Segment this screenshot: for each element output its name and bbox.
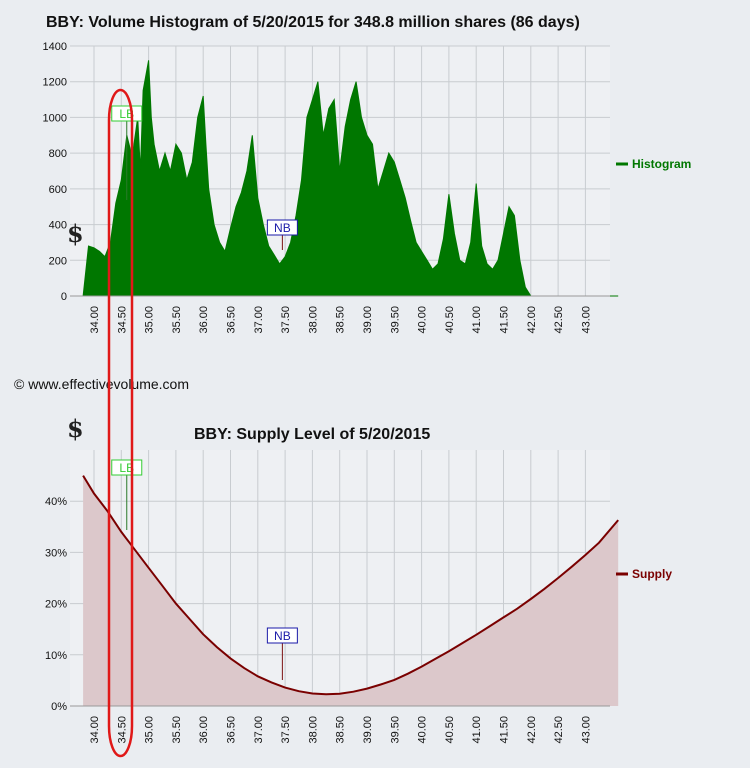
x-tick-label: 43.00 [580,306,592,334]
y-tick-label: 200 [49,255,67,267]
y-tick-label: 0% [51,701,67,713]
highlight-oval [107,88,134,758]
lb-marker-label: LB [119,461,134,475]
nb-marker-label: NB [274,629,291,643]
x-tick-label: 38.00 [307,306,319,334]
x-tick-label: 36.50 [226,716,238,744]
x-tick-label: 42.00 [526,716,538,744]
legend-label: Supply [632,567,672,581]
x-tick-label: 40.00 [417,306,429,334]
x-tick-label: 43.00 [580,716,592,744]
dollar-icon: $ [67,219,84,248]
supply-area [83,475,619,706]
x-tick-label: 34.00 [89,716,101,744]
y-tick-label: 0 [61,291,67,303]
x-tick-label: 40.50 [444,716,456,744]
x-tick-label: 36.00 [198,306,210,334]
copyright-text: © www.effectivevolume.com [14,376,190,392]
y-tick-label: 40% [45,496,67,508]
x-tick-label: 37.00 [253,306,265,334]
x-tick-label: 34.50 [116,306,128,334]
supply-title: BBY: Supply Level of 5/20/2015 [194,426,431,443]
nb-marker-label: NB [274,221,291,235]
x-tick-label: 39.00 [362,716,374,744]
x-tick-label: 36.00 [198,716,210,744]
x-tick-label: 39.50 [389,716,401,744]
x-tick-label: 37.00 [253,716,265,744]
dollar-icon: $ [67,414,84,443]
x-tick-label: 38.50 [335,716,347,744]
supply-line [82,475,619,696]
x-tick-label: 41.00 [471,716,483,744]
x-tick-label: 34.00 [89,306,101,334]
x-tick-label: 34.50 [116,716,128,744]
x-tick-label: 39.50 [389,306,401,334]
x-tick-label: 41.50 [499,716,511,744]
x-tick-label: 36.50 [226,306,238,334]
x-tick-label: 35.50 [171,716,183,744]
histogram-chart: 0 200 400 600 800 1000 1200 1400 34.00 34.50 35.00… [43,41,692,334]
x-tick-label: 42.00 [526,306,538,334]
x-tick-label: 38.50 [335,306,347,334]
legend-label: Histogram [632,157,691,171]
y-tick-label: 1000 [43,112,67,124]
x-tick-label: 40.00 [417,716,429,744]
nb-marker-box [266,219,298,236]
y-tick-label: 10% [45,650,67,662]
x-tick-label: 42.50 [553,306,565,334]
nb-marker-box [266,627,298,644]
histogram-area [82,60,619,297]
x-tick-label: 35.00 [144,716,156,744]
y-tick-label: 400 [49,220,67,232]
x-tick-label: 35.00 [144,306,156,334]
x-tick-label: 42.50 [553,716,565,744]
y-tick-label: 800 [49,148,67,160]
y-tick-label: 1400 [43,41,67,53]
y-tick-label: 600 [49,184,67,196]
x-tick-label: 41.50 [499,306,511,334]
lb-marker-box [111,459,143,476]
x-tick-label: 38.00 [307,716,319,744]
x-tick-label: 39.00 [362,306,374,334]
x-tick-label: 37.50 [280,306,292,334]
y-tick-label: 30% [45,547,67,559]
lb-marker-box [111,105,143,122]
x-tick-label: 35.50 [171,306,183,334]
histogram-title: BBY: Volume Histogram of 5/20/2015 for 3… [46,14,580,31]
x-tick-label: 41.00 [471,306,483,334]
y-tick-label: 20% [45,599,67,611]
y-tick-label: 1200 [43,77,67,89]
supply-chart: 0% 10% 20% 30% 40% 34.00 34.50 35.00 35.50 36.00 3… [45,414,672,744]
x-tick-label: 37.50 [280,716,292,744]
x-tick-label: 40.50 [444,306,456,334]
